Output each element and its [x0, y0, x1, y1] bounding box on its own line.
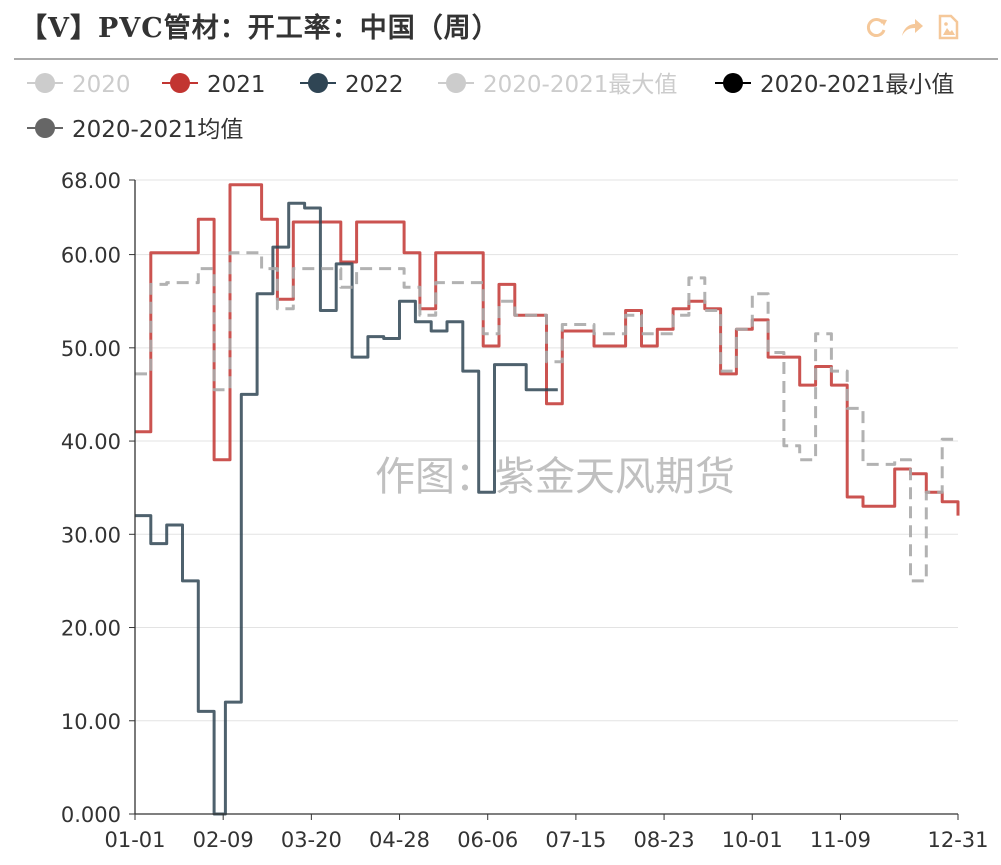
legend-item-2022[interactable]: 2022	[300, 72, 404, 98]
legend-marker	[723, 73, 743, 93]
save-image-icon[interactable]	[935, 14, 961, 40]
x-tick-label: 02-09	[193, 828, 254, 852]
legend-label: 2020-2021最大值	[483, 72, 677, 98]
x-tick-label: 12-31	[927, 828, 988, 852]
y-tick-label: 40.00	[61, 430, 121, 454]
x-tick-label: 01-01	[104, 828, 165, 852]
y-tick-label: 10.00	[61, 710, 121, 734]
legend-label: 2020-2021最小值	[760, 72, 954, 98]
chart-legend: 2020 2021 2022 2020-2021最大值 2020-2021最小值 2020…	[27, 72, 954, 143]
series-line-2021	[135, 183, 960, 516]
legend-label: 2021	[207, 72, 266, 98]
legend-item-2020-2021最大值[interactable]: 2020-2021最大值	[438, 72, 677, 98]
grid-lines	[135, 179, 958, 722]
legend-item-2020-2021最小值[interactable]: 2020-2021最小值	[715, 72, 954, 98]
y-tick-label: 30.00	[61, 523, 121, 547]
title-divider	[14, 58, 998, 60]
legend-marker	[308, 73, 328, 93]
y-tick-label: 68.00	[61, 169, 121, 193]
y-tick-label: 0.000	[61, 803, 121, 827]
x-tick-label: 07-15	[545, 828, 606, 852]
chart-title: 【V】PVC管材：开工率：中国（周）	[20, 13, 500, 44]
x-tick-label: 03-20	[281, 828, 342, 852]
legend-item-2021[interactable]: 2021	[162, 72, 266, 98]
watermark-text: 作图：紫金天风期货	[375, 454, 735, 500]
legend-label: 2022	[345, 72, 404, 98]
x-tick-label: 08-23	[634, 828, 695, 852]
legend-marker	[446, 73, 466, 93]
x-tick-label: 06-06	[457, 828, 518, 852]
share-icon[interactable]	[899, 14, 925, 40]
axes: 0.000 10.00 20.00 30.00 40.00 50.00 60.00 68.00…	[61, 169, 989, 852]
series-line-2020-2021最大值	[135, 251, 958, 583]
legend-marker	[170, 73, 190, 93]
legend-marker	[35, 73, 55, 93]
chart-toolbox	[863, 14, 961, 40]
y-tick-label: 50.00	[61, 337, 121, 361]
legend-item-2020[interactable]: 2020	[27, 72, 131, 98]
x-tick-label: 04-28	[369, 828, 430, 852]
refresh-icon[interactable]	[863, 14, 889, 40]
legend-item-2020-2021均值[interactable]: 2020-2021均值	[27, 117, 243, 143]
series-line-2022	[135, 201, 558, 816]
legend-marker	[35, 118, 55, 138]
legend-label: 2020	[72, 72, 131, 98]
x-tick-label: 10-01	[722, 828, 783, 852]
x-tick-label: 11-09	[810, 828, 871, 852]
y-tick-label: 20.00	[61, 617, 121, 641]
y-tick-label: 60.00	[61, 244, 121, 268]
legend-label: 2020-2021均值	[72, 117, 243, 143]
series-lines	[135, 183, 960, 816]
